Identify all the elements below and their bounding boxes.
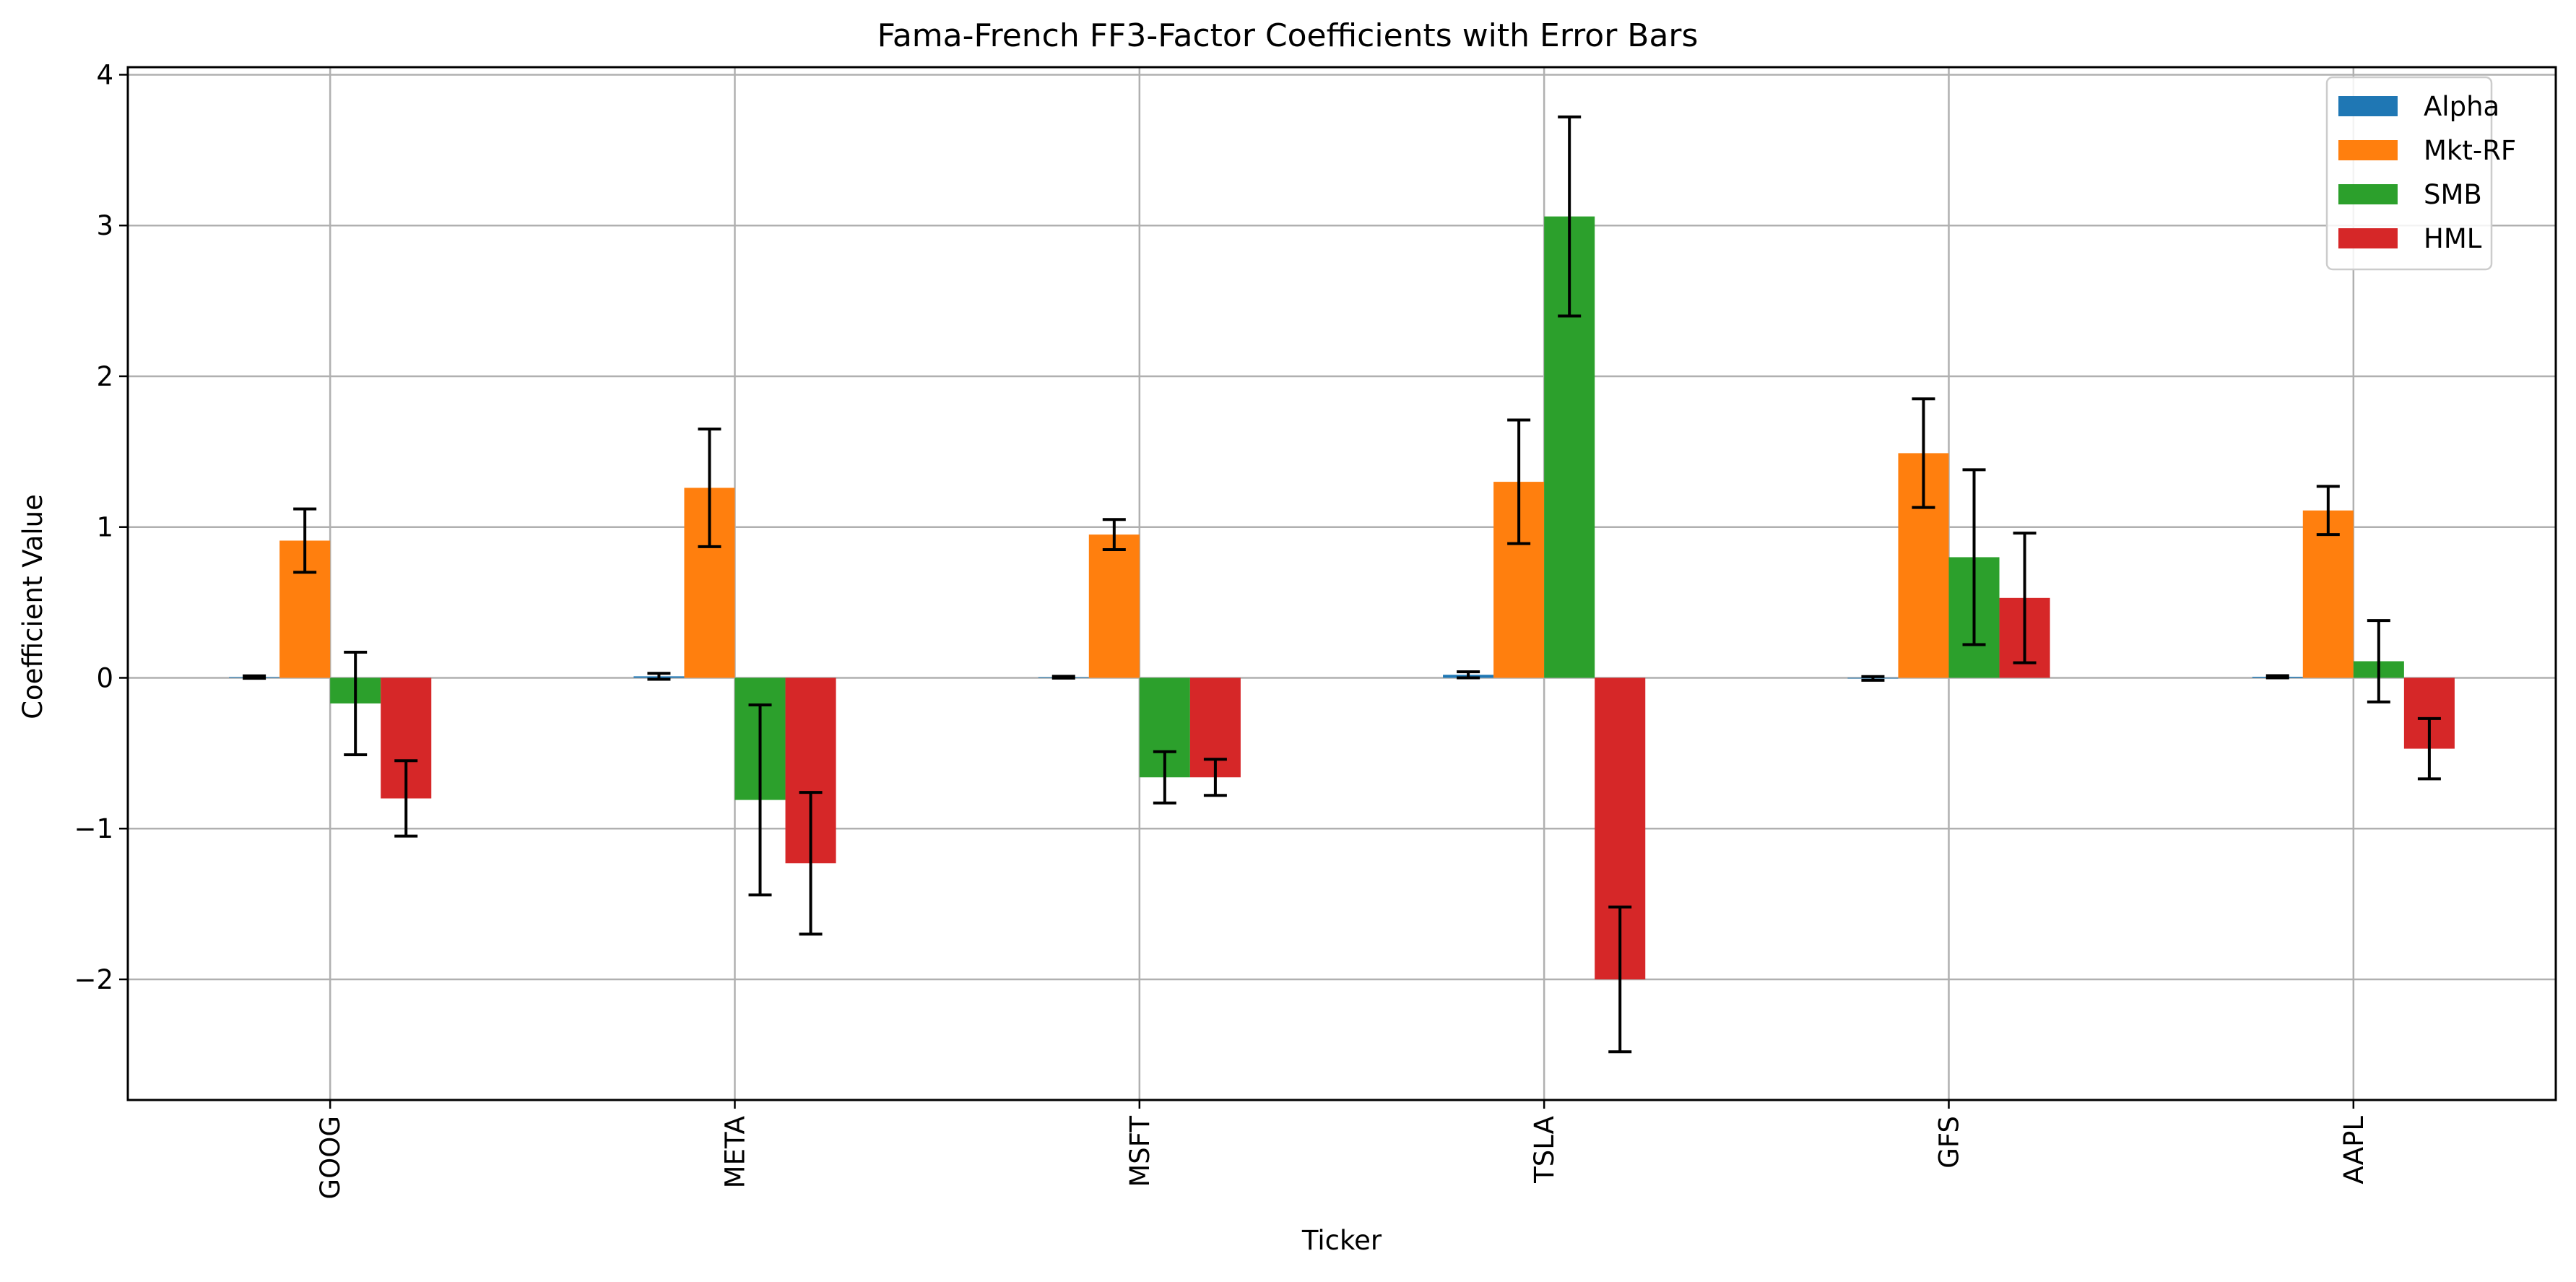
y-tick-label: −2 <box>74 964 113 995</box>
errorbar-smb-goog <box>344 650 368 756</box>
bar-mkt-rf-msft <box>1088 534 1140 678</box>
y-tick-label: −1 <box>74 813 113 844</box>
errorbar-mkt-rf-meta <box>698 428 721 548</box>
errorbar-hml-meta <box>799 791 823 936</box>
errorbar-alpha-goog <box>243 674 266 680</box>
x-tick-label: AAPL <box>2338 1116 2369 1184</box>
legend-swatch-smb <box>2338 184 2398 204</box>
errorbar-hml-msft <box>1203 758 1227 797</box>
errorbar-smb-gfs <box>1962 468 1986 646</box>
chart-title: Fama-French FF3-Factor Coefficients with… <box>877 17 1699 54</box>
errorbar-alpha-gfs <box>1861 675 1885 682</box>
errorbar-smb-aapl <box>2367 619 2390 703</box>
legend: Alpha Mkt-RF SMB HML <box>2325 76 2516 271</box>
errorbar-alpha-tsla <box>1457 670 1480 680</box>
errorbar-hml-goog <box>394 759 418 838</box>
errorbar-smb-tsla <box>1558 115 1582 318</box>
ticks-layer: −2 −1 0 1 2 3 4 GOOG META MSFT TSLA GFS AAPL <box>74 59 2369 1199</box>
x-axis-label: Ticker <box>1301 1225 1382 1256</box>
x-tick-label: GOOG <box>315 1116 346 1200</box>
legend-label-hml: HML <box>2424 223 2482 254</box>
errorbar-mkt-rf-tsla <box>1507 418 1531 545</box>
legend-label-mkt-rf: Mkt-RF <box>2424 135 2516 166</box>
errorbar-mkt-rf-aapl <box>2316 485 2340 537</box>
errorbar-smb-msft <box>1153 750 1176 805</box>
y-tick-label: 2 <box>96 361 113 392</box>
y-tick-label: 0 <box>96 662 113 693</box>
errorbar-mkt-rf-gfs <box>1912 397 1935 509</box>
y-axis-label: Coefficient Value <box>17 494 48 719</box>
errorbar-smb-meta <box>748 703 772 897</box>
x-tick-label: GFS <box>1934 1116 1965 1169</box>
y-tick-label: 3 <box>96 210 113 241</box>
x-tick-label: MSFT <box>1124 1116 1155 1187</box>
y-tick-label: 4 <box>96 59 113 90</box>
legend-label-smb: SMB <box>2424 179 2482 210</box>
bar-mkt-rf-aapl <box>2302 510 2354 678</box>
errorbar-hml-aapl <box>2417 716 2441 781</box>
errorbars-layer <box>243 115 2441 1054</box>
plot-frame <box>126 66 2557 1101</box>
errorbar-alpha-aapl <box>2265 674 2289 680</box>
errorbar-alpha-msft <box>1051 675 1075 680</box>
legend-swatch-mkt-rf <box>2338 140 2398 160</box>
legend-label-alpha: Alpha <box>2424 91 2499 122</box>
legend-swatch-alpha <box>2338 96 2398 116</box>
legend-swatch-hml <box>2338 228 2398 248</box>
legend-box <box>2325 76 2493 271</box>
bars-layer <box>229 216 2455 979</box>
errorbar-hml-tsla <box>1608 905 1632 1054</box>
errorbar-mkt-rf-msft <box>1102 518 1126 552</box>
y-tick-label: 1 <box>96 512 113 543</box>
x-tick-label: TSLA <box>1529 1116 1560 1184</box>
errorbar-mkt-rf-goog <box>293 507 317 574</box>
errorbar-alpha-meta <box>647 672 671 681</box>
errorbar-hml-gfs <box>2013 532 2037 664</box>
x-tick-label: META <box>720 1116 751 1188</box>
